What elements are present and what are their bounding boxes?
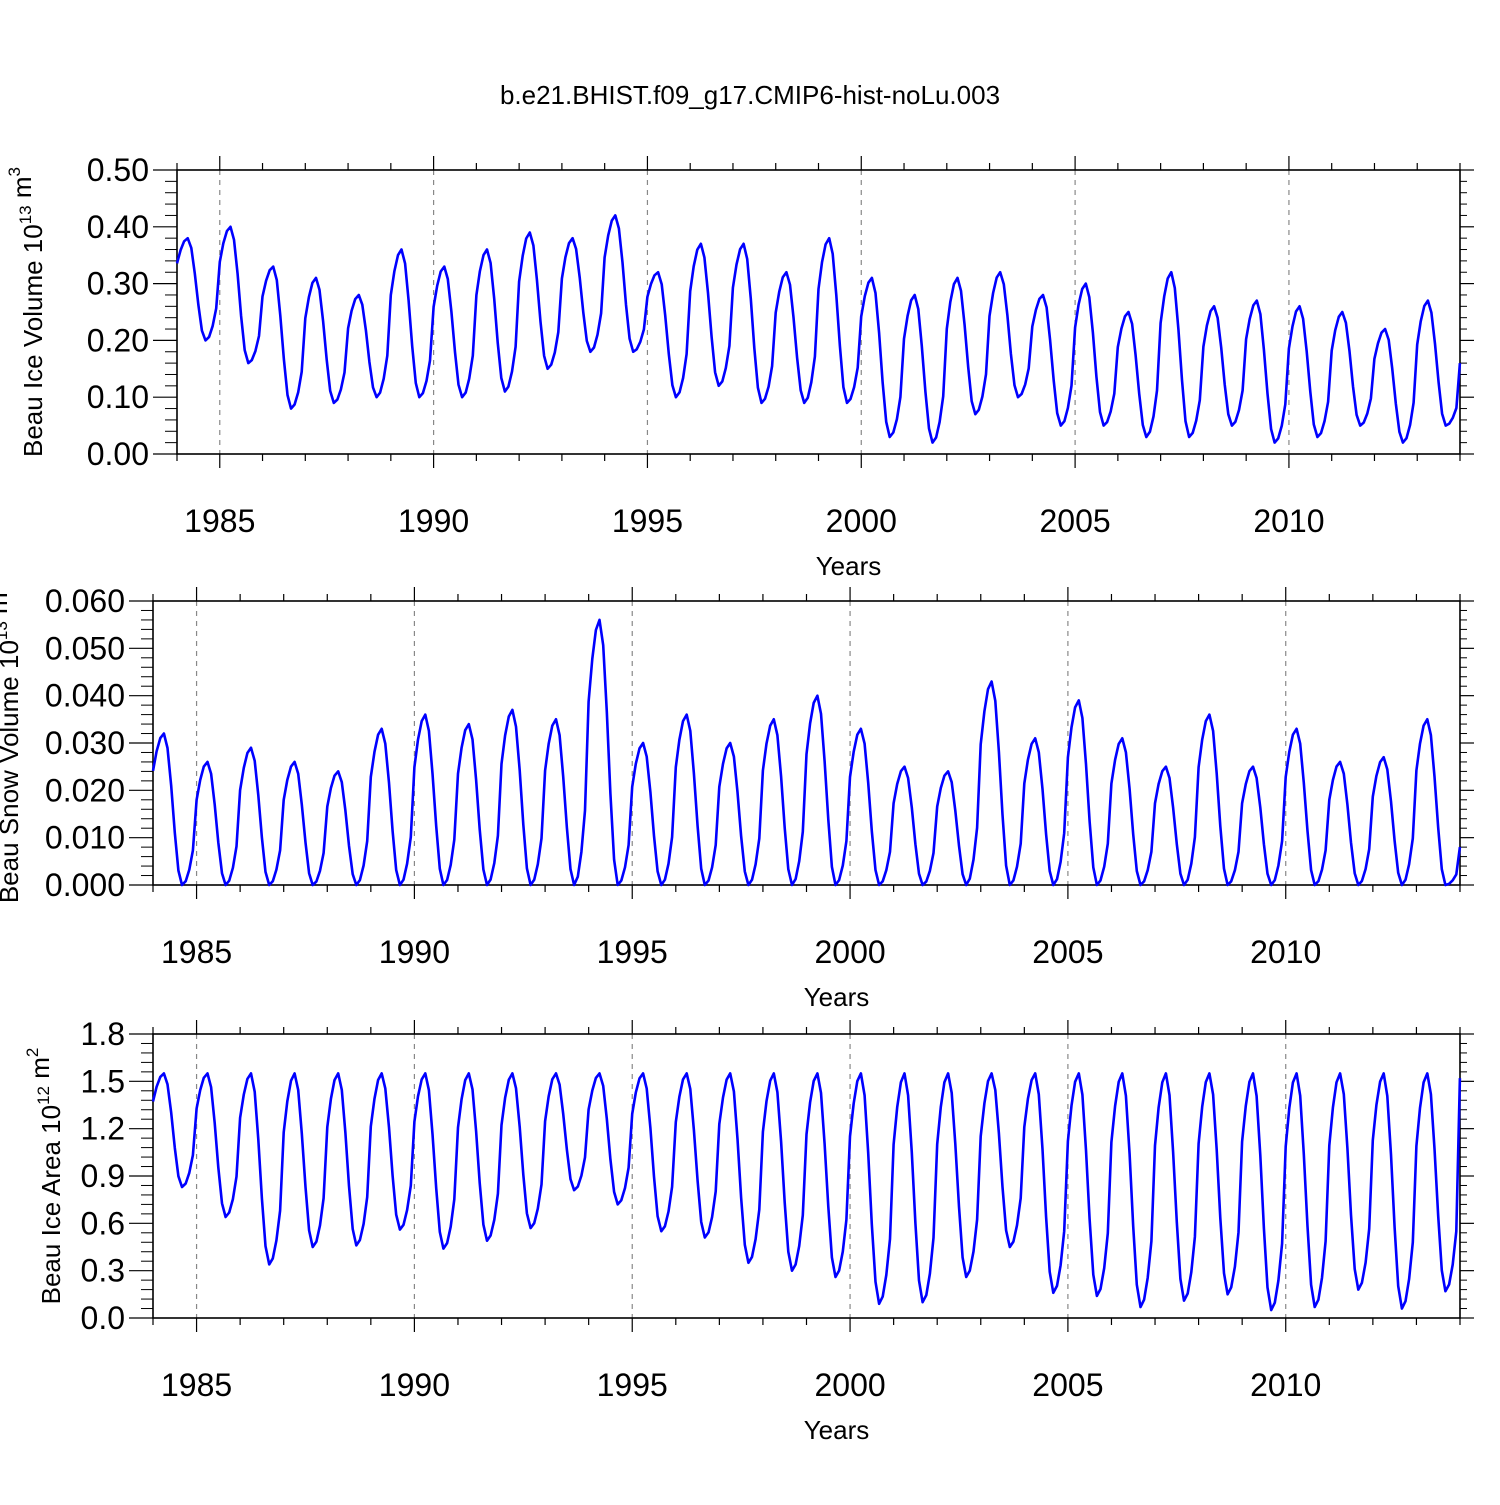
panel-3: 1985 1990 1995 2000 2005 2010 0.0 0.3 0.6 0.9 1.2 1… <box>23 1016 1474 1445</box>
y-tick-label: 0.060 <box>45 583 125 619</box>
x-tick-label: 2000 <box>826 503 897 539</box>
panel-2: 1985 1990 1995 2000 2005 2010 0.000 0.010 0.020 0… <box>0 583 1474 1012</box>
y-tick-label: 0.10 <box>87 379 149 415</box>
y-axis-label-text: m <box>0 592 13 621</box>
y-axis-label-exponent: 13 <box>16 205 35 224</box>
y-tick-label: 0.020 <box>45 772 125 808</box>
x-axis-label: Years <box>804 1415 870 1445</box>
series-line-beau-ice-volume <box>175 214 1462 444</box>
panel-1: 1985 1990 1995 2000 2005 2010 0.00 0.10 0.20 0.30… <box>5 152 1474 581</box>
x-tick-label: 2010 <box>1250 1367 1321 1403</box>
series-line-beau-ice-area <box>151 1072 1462 1312</box>
x-tick-label: 1995 <box>612 503 683 539</box>
y-axis-label-exponent: 2 <box>23 1048 42 1057</box>
x-tick-label: 1985 <box>161 934 232 970</box>
y-tick-label: 0.040 <box>45 678 125 714</box>
x-tick-label: 1995 <box>597 1367 668 1403</box>
y-axis-label-exponent: 3 <box>5 167 24 176</box>
y-axis-label-text: Beau Ice Area 10 <box>36 1105 66 1304</box>
y-axis-label-text: Beau Snow Volume 10 <box>0 640 24 903</box>
y-tick-label: 0.010 <box>45 820 125 856</box>
y-tick-label: 0.00 <box>87 436 149 472</box>
y-tick-label: 0.000 <box>45 867 125 903</box>
y-tick-label: 0.030 <box>45 725 125 761</box>
x-tick-label: 1990 <box>398 503 469 539</box>
x-tick-label: 2000 <box>814 1367 885 1403</box>
x-tick-label: 2010 <box>1253 503 1324 539</box>
y-axis-label-exponent: 13 <box>0 621 11 640</box>
x-tick-label: 2005 <box>1032 1367 1103 1403</box>
y-tick-label: 0.40 <box>87 209 149 245</box>
y-tick-label: 1.5 <box>81 1063 125 1099</box>
x-tick-label: 1985 <box>161 1367 232 1403</box>
y-tick-label: 0.6 <box>81 1205 125 1241</box>
y-axis-label: Beau Ice Area 1012 m2 <box>23 1048 66 1305</box>
x-tick-label: 2000 <box>814 934 885 970</box>
y-tick-label: 0.50 <box>87 152 149 188</box>
y-axis-label-text: m <box>25 1057 55 1086</box>
y-tick-label: 1.2 <box>81 1111 125 1147</box>
series-line-beau-snow-volume <box>151 618 1462 887</box>
y-tick-label: 0.050 <box>45 630 125 666</box>
y-axis-label-text: Beau Ice Volume 10 <box>18 224 48 457</box>
x-axis-label: Years <box>816 551 882 581</box>
figure-title: b.e21.BHIST.f09_g17.CMIP6-hist-noLu.003 <box>499 80 1001 110</box>
x-tick-label: 1995 <box>597 934 668 970</box>
x-tick-label: 1990 <box>379 934 450 970</box>
y-tick-label: 0.20 <box>87 322 149 358</box>
y-tick-label: 0.3 <box>81 1253 125 1289</box>
y-tick-label: 0.30 <box>87 266 149 302</box>
y-tick-label: 0.0 <box>81 1300 125 1336</box>
y-axis-label: Beau Ice Volume 1013 m3 <box>5 167 48 457</box>
x-tick-label: 2010 <box>1250 934 1321 970</box>
x-tick-label: 1990 <box>379 1367 450 1403</box>
y-tick-label: 1.8 <box>81 1016 125 1052</box>
x-tick-label: 2005 <box>1040 503 1111 539</box>
y-axis-label-text: m <box>7 176 37 205</box>
y-tick-label: 0.9 <box>81 1158 125 1194</box>
x-axis-label: Years <box>804 982 870 1012</box>
x-tick-label: 1985 <box>184 503 255 539</box>
x-tick-label: 2005 <box>1032 934 1103 970</box>
y-axis-label-exponent: 12 <box>34 1086 53 1105</box>
y-axis-label: Beau Snow Volume 1013 m3 <box>0 583 24 903</box>
